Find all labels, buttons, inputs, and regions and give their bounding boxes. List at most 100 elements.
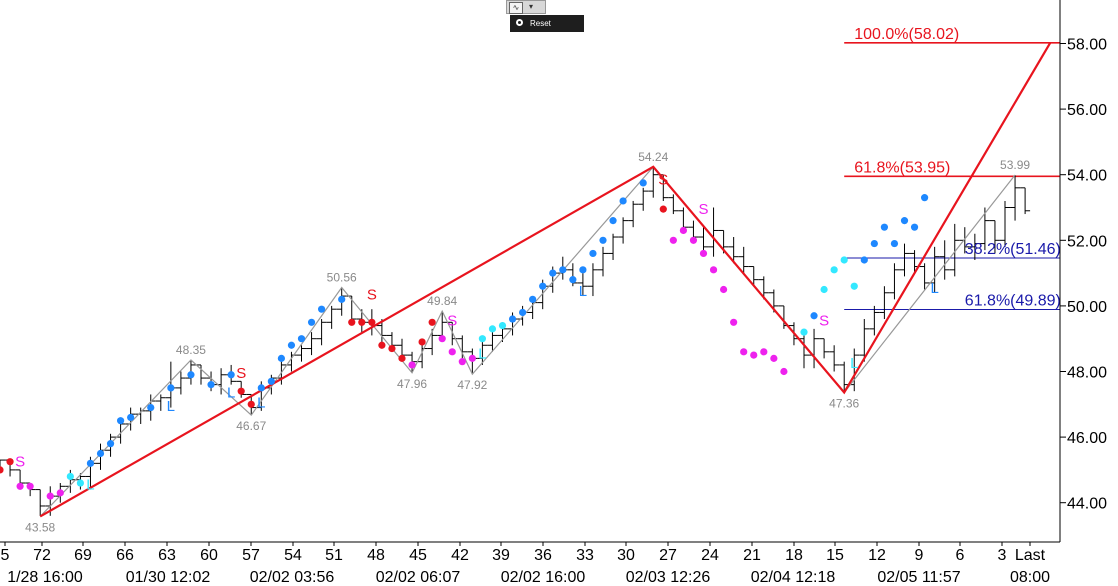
- x-tick-label: 12: [868, 547, 886, 564]
- signal-letter: L: [86, 477, 94, 494]
- signal-dot: [488, 325, 497, 333]
- price-bar: [306, 332, 317, 356]
- price-bar: [869, 305, 880, 336]
- x-date-label: 01/30 12:02: [126, 569, 211, 586]
- line-chart-icon[interactable]: ∿: [509, 2, 523, 14]
- signal-dot: [26, 482, 34, 490]
- x-tick-label: 36: [534, 547, 552, 564]
- reset-label: Reset: [530, 19, 551, 28]
- signal-dot: [880, 223, 889, 231]
- chart-toolbar: ∿ ▾: [506, 0, 546, 14]
- x-tick-label: 63: [158, 547, 176, 564]
- signal-dot: [46, 492, 54, 500]
- signal-dot: [669, 236, 677, 244]
- price-bar: [819, 338, 830, 359]
- swing-value-label: 47.36: [829, 396, 859, 410]
- signal-dot: [709, 266, 718, 274]
- price-bar: [35, 489, 46, 516]
- signal-letter: L: [257, 395, 265, 412]
- price-bar: [889, 263, 900, 300]
- signal-dot: [297, 335, 306, 343]
- x-date-label: 02/02 16:00: [501, 569, 586, 586]
- x-tick-label: 42: [451, 547, 469, 564]
- signal-letter: L: [930, 280, 938, 297]
- signal-dot: [921, 194, 929, 202]
- reset-icon: [516, 19, 523, 26]
- price-bar: [1020, 187, 1031, 215]
- signal-dot: [287, 341, 296, 349]
- x-date-label: 1/28 16:00: [7, 569, 83, 586]
- signal-dot: [0, 466, 4, 474]
- price-bar: [748, 266, 759, 287]
- signal-letter: L: [227, 385, 235, 402]
- signal-letter: S: [698, 201, 708, 218]
- signal-dot: [820, 285, 828, 294]
- price-bar: [648, 166, 659, 198]
- signal-dot: [56, 489, 64, 497]
- price-bar: [859, 319, 870, 362]
- price-bar: [638, 187, 649, 211]
- price-bar: [1010, 175, 1021, 221]
- signal-dot: [559, 266, 567, 274]
- x-date-label: 02/02 03:56: [250, 569, 335, 586]
- signal-dot: [418, 338, 426, 346]
- signal-dot: [478, 335, 486, 343]
- signal-dot: [66, 472, 74, 481]
- x-date-label: 02/03 12:26: [626, 569, 711, 586]
- x-date-label: 02/05 11:57: [877, 569, 960, 586]
- signal-dot: [679, 226, 688, 235]
- x-tick-label: 5: [1, 547, 10, 564]
- signal-letter: L: [167, 398, 175, 415]
- price-bar: [879, 286, 890, 320]
- signal-dot: [147, 403, 155, 412]
- signal-dot: [900, 217, 909, 225]
- signal-dot: [750, 351, 758, 359]
- signal-dot: [277, 354, 285, 362]
- x-tick-label: 21: [743, 547, 761, 564]
- price-bar: [477, 338, 488, 365]
- signal-letter: S: [819, 313, 829, 330]
- swing-value-label: 46.67: [236, 419, 266, 433]
- signal-dot: [96, 449, 105, 458]
- signal-letter: S: [367, 286, 377, 303]
- signal-dot: [408, 361, 416, 369]
- price-bar: [628, 200, 639, 228]
- y-tick-label: 50.00: [1067, 299, 1107, 316]
- y-tick-label: 52.00: [1067, 233, 1107, 250]
- x-tick-label: 51: [325, 547, 343, 564]
- signal-dot: [247, 400, 255, 408]
- signal-dot: [16, 482, 24, 490]
- price-bar: [316, 319, 327, 346]
- reset-button[interactable]: Reset: [510, 15, 584, 32]
- signal-dot: [388, 344, 396, 353]
- price-bar: [728, 237, 739, 264]
- signal-dot: [76, 479, 84, 487]
- dropdown-caret-icon[interactable]: ▾: [529, 2, 534, 11]
- y-tick-label: 46.00: [1067, 430, 1107, 447]
- signal-dot: [579, 266, 587, 274]
- signal-dot: [549, 269, 557, 277]
- price-bar: [196, 364, 206, 385]
- price-bar: [698, 227, 709, 254]
- x-tick-label: 15: [826, 547, 844, 564]
- signal-dot: [318, 305, 326, 313]
- x-tick-label: 48: [367, 547, 385, 564]
- y-tick-label: 48.00: [1067, 365, 1107, 382]
- signal-dot: [378, 341, 386, 349]
- fib-level-label: 38.2%(51.46): [965, 241, 1061, 258]
- swing-value-label: 49.84: [427, 294, 457, 308]
- signal-dot: [619, 197, 627, 205]
- signal-dot: [438, 335, 446, 343]
- signal-letter: L: [478, 345, 486, 362]
- price-bar: [949, 223, 960, 277]
- x-tick-label: 6: [956, 547, 965, 564]
- y-tick-label: 58.00: [1067, 37, 1107, 54]
- x-tick-label: 33: [576, 547, 594, 564]
- signal-dot: [307, 318, 316, 326]
- swing-polyline: [39, 165, 1016, 517]
- signal-dot: [780, 367, 788, 376]
- projection-polyline: [39, 42, 1052, 518]
